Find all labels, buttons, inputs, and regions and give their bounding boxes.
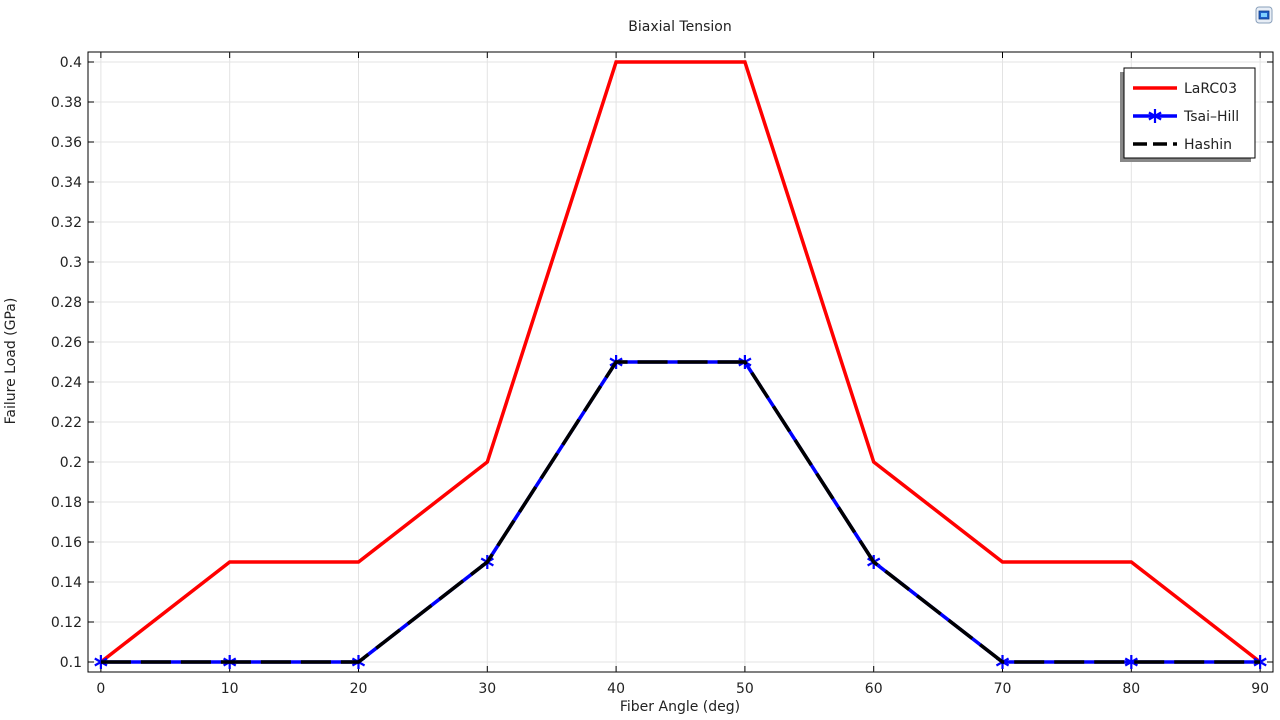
y-tick-label: 0.12 [51,615,82,631]
x-axis-ticks: 0 10 20 30 40 50 60 70 80 90 [96,52,1269,697]
x-tick-label: 60 [865,681,883,697]
legend-entry: Tsai–Hill [1133,109,1239,125]
legend-label: LaRC03 [1184,81,1237,97]
series-line-larc03 [99,60,1262,664]
x-tick-label: 90 [1251,681,1269,697]
y-tick-label: 0.22 [51,415,82,431]
x-axis-label: Fiber Angle (deg) [620,699,740,715]
chart-title: Biaxial Tension [628,19,731,35]
plot-settings-icon[interactable] [1255,6,1273,24]
series-line-tsai-hill [100,360,1261,664]
legend-entry: Hashin [1133,137,1232,153]
y-tick-label: 0.24 [51,375,82,391]
series-line-hashin [100,360,1261,664]
x-tick-label: 30 [478,681,496,697]
y-tick-label: 0.32 [51,215,82,231]
data-point-tsai-hill [94,655,108,669]
legend: LaRC03 Tsai–Hill Hashin [1120,67,1256,162]
x-tick-label: 50 [736,681,754,697]
x-tick-label: 70 [994,681,1012,697]
y-tick-label: 0.34 [51,175,82,191]
y-tick-label: 0.36 [51,135,82,151]
y-tick-label: 0.4 [60,55,82,71]
x-tick-label: 20 [350,681,368,697]
data-point-tsai-hill [1253,655,1267,669]
series-layer [94,60,1267,669]
y-axis-ticks: 0.1 0.12 0.14 0.16 0.18 0.2 0.22 0.24 0.26 0.28 0.… [51,55,1273,671]
y-tick-label: 0.28 [51,295,82,311]
x-tick-label: 40 [607,681,625,697]
y-tick-label: 0.38 [51,95,82,111]
y-tick-label: 0.14 [51,575,82,591]
legend-label: Tsai–Hill [1183,109,1239,125]
grid [88,52,1273,672]
y-tick-label: 0.26 [51,335,82,351]
data-point-tsai-hill [1124,655,1138,669]
x-tick-label: 80 [1122,681,1140,697]
y-tick-label: 0.1 [60,655,82,671]
legend-marker [1148,109,1162,123]
y-tick-label: 0.2 [60,455,82,471]
x-tick-label: 10 [221,681,239,697]
y-axis-label: Failure Load (GPa) [3,298,19,425]
legend-entry: LaRC03 [1133,81,1237,97]
legend-label: Hashin [1184,137,1232,153]
y-tick-label: 0.16 [51,535,82,551]
x-tick-label: 0 [96,681,105,697]
y-tick-label: 0.18 [51,495,82,511]
plot-frame [87,51,1274,673]
y-tick-label: 0.3 [60,255,82,271]
